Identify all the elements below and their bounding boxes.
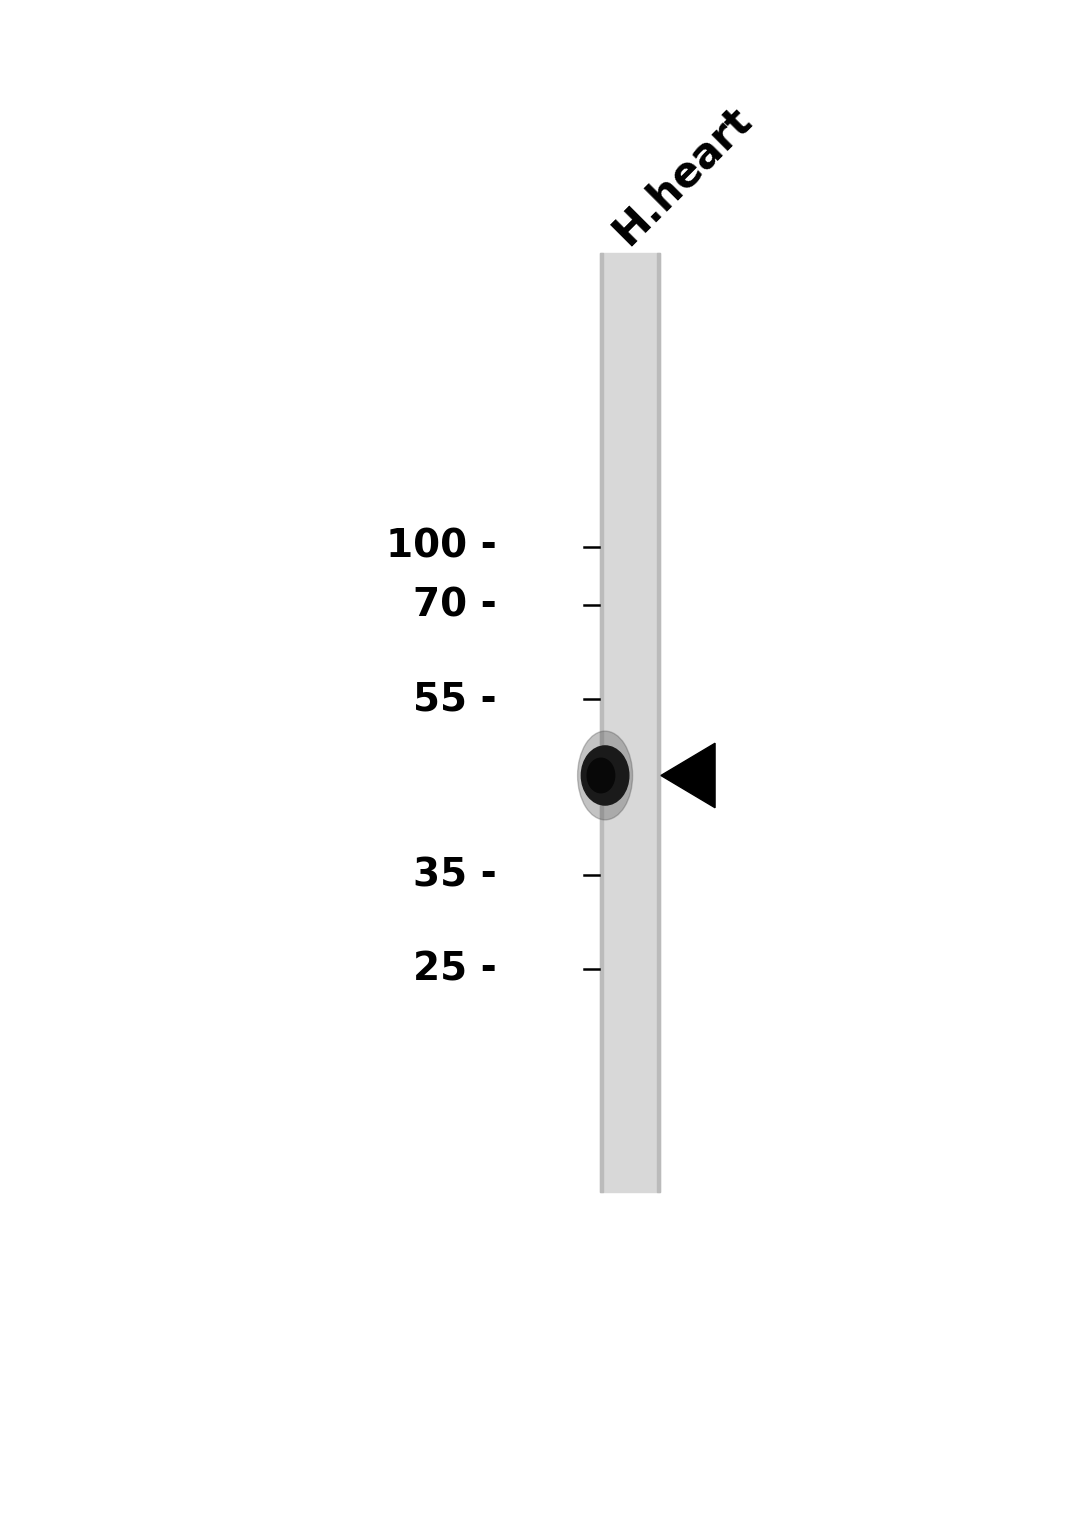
Bar xyxy=(657,253,660,1192)
Bar xyxy=(600,253,660,1192)
Text: 55 -: 55 - xyxy=(413,680,497,718)
Text: 35 -: 35 - xyxy=(413,856,497,895)
Polygon shape xyxy=(661,744,715,808)
Ellipse shape xyxy=(587,759,615,792)
Ellipse shape xyxy=(577,732,632,820)
Bar xyxy=(600,253,603,1192)
Text: H.heart: H.heart xyxy=(604,99,760,253)
Ellipse shape xyxy=(582,745,629,805)
Text: 100 -: 100 - xyxy=(386,527,497,565)
Text: 25 -: 25 - xyxy=(413,949,497,988)
Text: 70 -: 70 - xyxy=(413,587,497,625)
